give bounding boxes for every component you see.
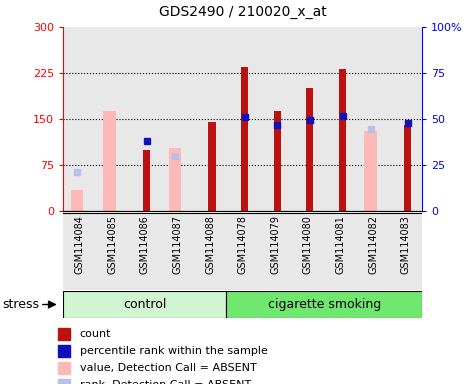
Bar [194,27,227,211]
Bar [129,213,161,290]
Bar [71,190,83,211]
Bar [169,148,181,211]
Bar [389,213,422,290]
Bar [339,69,346,211]
Bar [259,27,292,211]
Bar [96,213,129,290]
Bar [208,122,216,211]
Text: stress: stress [2,298,39,311]
Bar [63,291,227,318]
Bar [357,213,389,290]
Bar [104,111,116,211]
Text: GSM114085: GSM114085 [107,215,117,275]
Bar [404,125,411,211]
Bar [324,27,357,211]
Text: percentile rank within the sample: percentile rank within the sample [80,346,268,356]
Text: GSM114080: GSM114080 [303,215,313,274]
Bar [63,27,96,211]
Bar [241,67,248,211]
Bar [227,291,422,318]
Bar [227,213,259,290]
Bar [129,27,161,211]
Bar [364,131,377,211]
Text: GSM114079: GSM114079 [270,215,280,275]
Text: GSM114078: GSM114078 [238,215,248,275]
Bar [306,88,313,211]
Text: GSM114088: GSM114088 [205,215,215,274]
Bar [292,213,324,290]
Text: GDS2490 / 210020_x_at: GDS2490 / 210020_x_at [159,5,326,19]
Bar [357,27,389,211]
Text: GSM114083: GSM114083 [401,215,411,274]
Bar [63,213,96,290]
Bar [274,111,281,211]
Bar [389,27,422,211]
Bar [227,27,259,211]
Text: GSM114087: GSM114087 [173,215,182,275]
Text: control: control [123,298,166,311]
Text: GSM114086: GSM114086 [140,215,150,274]
Bar [194,213,227,290]
Text: rank, Detection Call = ABSENT: rank, Detection Call = ABSENT [80,380,251,384]
Text: GSM114082: GSM114082 [368,215,378,275]
Text: value, Detection Call = ABSENT: value, Detection Call = ABSENT [80,363,257,373]
Bar [96,27,129,211]
Text: cigarette smoking: cigarette smoking [268,298,381,311]
Bar [143,150,151,211]
Text: GSM114081: GSM114081 [335,215,346,274]
Bar [292,27,324,211]
Text: GSM114084: GSM114084 [75,215,84,274]
Bar [324,213,357,290]
Bar [161,213,194,290]
Bar [161,27,194,211]
Bar [259,213,292,290]
Text: count: count [80,329,111,339]
